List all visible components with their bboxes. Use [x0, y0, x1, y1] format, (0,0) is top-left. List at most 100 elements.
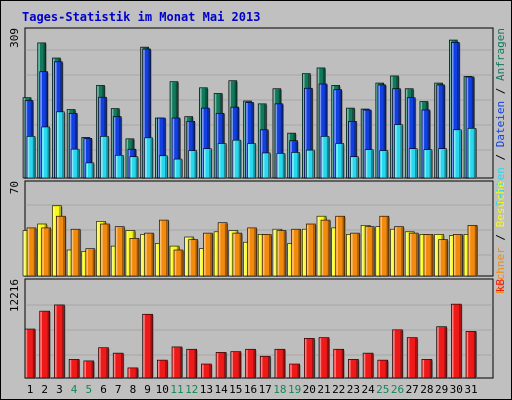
bar-sites-day-20 — [305, 223, 317, 277]
bar-sites-day-24 — [364, 226, 376, 277]
bar-sites-day-28 — [423, 234, 434, 277]
bar-sites-day-23 — [350, 232, 361, 277]
bar-kb-day-7 — [112, 352, 125, 379]
bar-sites-day-13 — [203, 232, 214, 277]
bar-pages-day-10 — [159, 155, 169, 179]
x-tick-label: 25 — [376, 383, 389, 396]
x-tick-label: 13 — [200, 383, 213, 396]
bar-sites-day-25 — [379, 215, 390, 277]
x-tick-label: 19 — [288, 383, 301, 396]
legend-bottom: kB — [494, 279, 507, 293]
bar-sites-day-10 — [159, 219, 170, 277]
bar-sites-day-16 — [247, 227, 258, 277]
x-tick-label: 10 — [156, 383, 169, 396]
bar-pages-day-13 — [203, 148, 213, 179]
bar-kb-day-25 — [377, 359, 389, 379]
bar-pages-day-4 — [70, 148, 81, 179]
x-tick-label: 17 — [259, 383, 272, 396]
x-tick-label: 12 — [185, 383, 198, 396]
bar-kb-day-11 — [171, 346, 183, 379]
bar-pages-day-18 — [276, 153, 286, 179]
bar-pages-day-9 — [144, 137, 154, 179]
bar-kb-day-3 — [54, 304, 66, 379]
x-tick-label: 18 — [273, 383, 286, 396]
bar-sites-day-8 — [129, 238, 140, 277]
x-tick-label: 11 — [170, 383, 183, 396]
bar-kb-day-8 — [127, 367, 139, 379]
bar-pages-day-1 — [26, 136, 36, 179]
bar-kb-day-14 — [215, 352, 228, 379]
x-tick-label: 31 — [464, 383, 477, 396]
bar-pages-day-23 — [350, 156, 360, 179]
bar-sites-day-4 — [70, 228, 82, 277]
x-tick-label: 22 — [332, 383, 345, 396]
x-tick-label: 26 — [391, 383, 404, 396]
bar-pages-day-27 — [408, 148, 419, 179]
x-tick-label: 27 — [406, 383, 419, 396]
x-tick-label: 30 — [450, 383, 463, 396]
x-tick-label: 2 — [41, 383, 48, 396]
y-max-label-3: 12216 — [8, 279, 21, 312]
bar-pages-day-24 — [364, 149, 375, 179]
bar-kb-day-1 — [24, 328, 36, 379]
bar-kb-day-10 — [157, 359, 169, 379]
bar-sites-day-17 — [261, 234, 273, 277]
bar-kb-day-27 — [406, 337, 419, 379]
bar-pages-day-14 — [217, 143, 228, 179]
bar-pages-day-3 — [56, 111, 66, 179]
x-tick-label: 23 — [347, 383, 360, 396]
bar-kb-day-13 — [201, 363, 213, 379]
bar-kb-day-29 — [436, 326, 448, 379]
x-tick-label: 28 — [420, 383, 433, 396]
x-tick-label: 20 — [303, 383, 316, 396]
bar-pages-day-22 — [335, 143, 345, 179]
x-tick-label: 5 — [85, 383, 92, 396]
chart-title: Tages-Statistik im Monat Mai 2013 — [22, 10, 260, 24]
bar-kb-day-26 — [392, 329, 404, 379]
x-tick-label: 24 — [361, 383, 375, 396]
bar-pages-day-5 — [85, 162, 95, 179]
bar-kb-day-24 — [362, 352, 375, 379]
bar-pages-day-21 — [320, 136, 330, 179]
bar-sites-day-18 — [276, 230, 287, 277]
bar-pages-day-28 — [423, 149, 433, 179]
bar-pages-day-11 — [173, 158, 183, 179]
bar-pages-day-6 — [100, 136, 110, 179]
bar-sites-day-2 — [41, 227, 52, 277]
bar-kb-day-2 — [39, 310, 51, 379]
bar-kb-day-12 — [186, 348, 198, 379]
bar-kb-day-20 — [303, 338, 316, 379]
x-tick-label: 8 — [130, 383, 137, 396]
bar-pages-day-20 — [305, 149, 316, 179]
x-tick-label: 14 — [214, 383, 228, 396]
y-max-labels: 309 70 12216 — [8, 28, 21, 312]
bar-sites-day-21 — [320, 219, 331, 277]
bar-pages-day-7 — [114, 155, 125, 179]
bar-sites-day-5 — [85, 248, 96, 277]
x-tick-label: 16 — [244, 383, 257, 396]
bar-sites-day-7 — [114, 226, 126, 277]
x-tick-label: 29 — [435, 383, 448, 396]
bar-sites-day-29 — [438, 239, 449, 277]
bar-kb-day-5 — [83, 360, 95, 379]
x-tick-label: 6 — [100, 383, 107, 396]
bar-sites-day-11 — [173, 249, 184, 277]
bar-kb-day-31 — [465, 331, 477, 379]
bar-sites-day-27 — [408, 232, 420, 277]
bar-pages-day-26 — [394, 124, 404, 179]
bar-kb-day-21 — [318, 337, 330, 379]
bar-sites-day-15 — [232, 232, 243, 277]
x-axis-day-labels: 1 2 3 4 5 6 7 8 9 10 11 12 13 14 15 16 17 18 19 20 21 22 23 24 2… — [27, 383, 478, 396]
bar-kb-day-19 — [289, 363, 301, 379]
bar-sites-day-31 — [467, 225, 478, 277]
bar-pages-day-2 — [41, 126, 51, 179]
bar-pages-day-29 — [438, 148, 448, 179]
legend-middle: Rechner / Besuche — [494, 181, 507, 294]
bar-pages-day-16 — [247, 143, 257, 179]
bar-kb-day-23 — [348, 359, 360, 379]
bar-kb-day-17 — [259, 355, 272, 379]
y-max-label-1: 309 — [8, 28, 21, 48]
bar-pages-day-31 — [467, 128, 477, 179]
x-tick-label: 15 — [229, 383, 242, 396]
